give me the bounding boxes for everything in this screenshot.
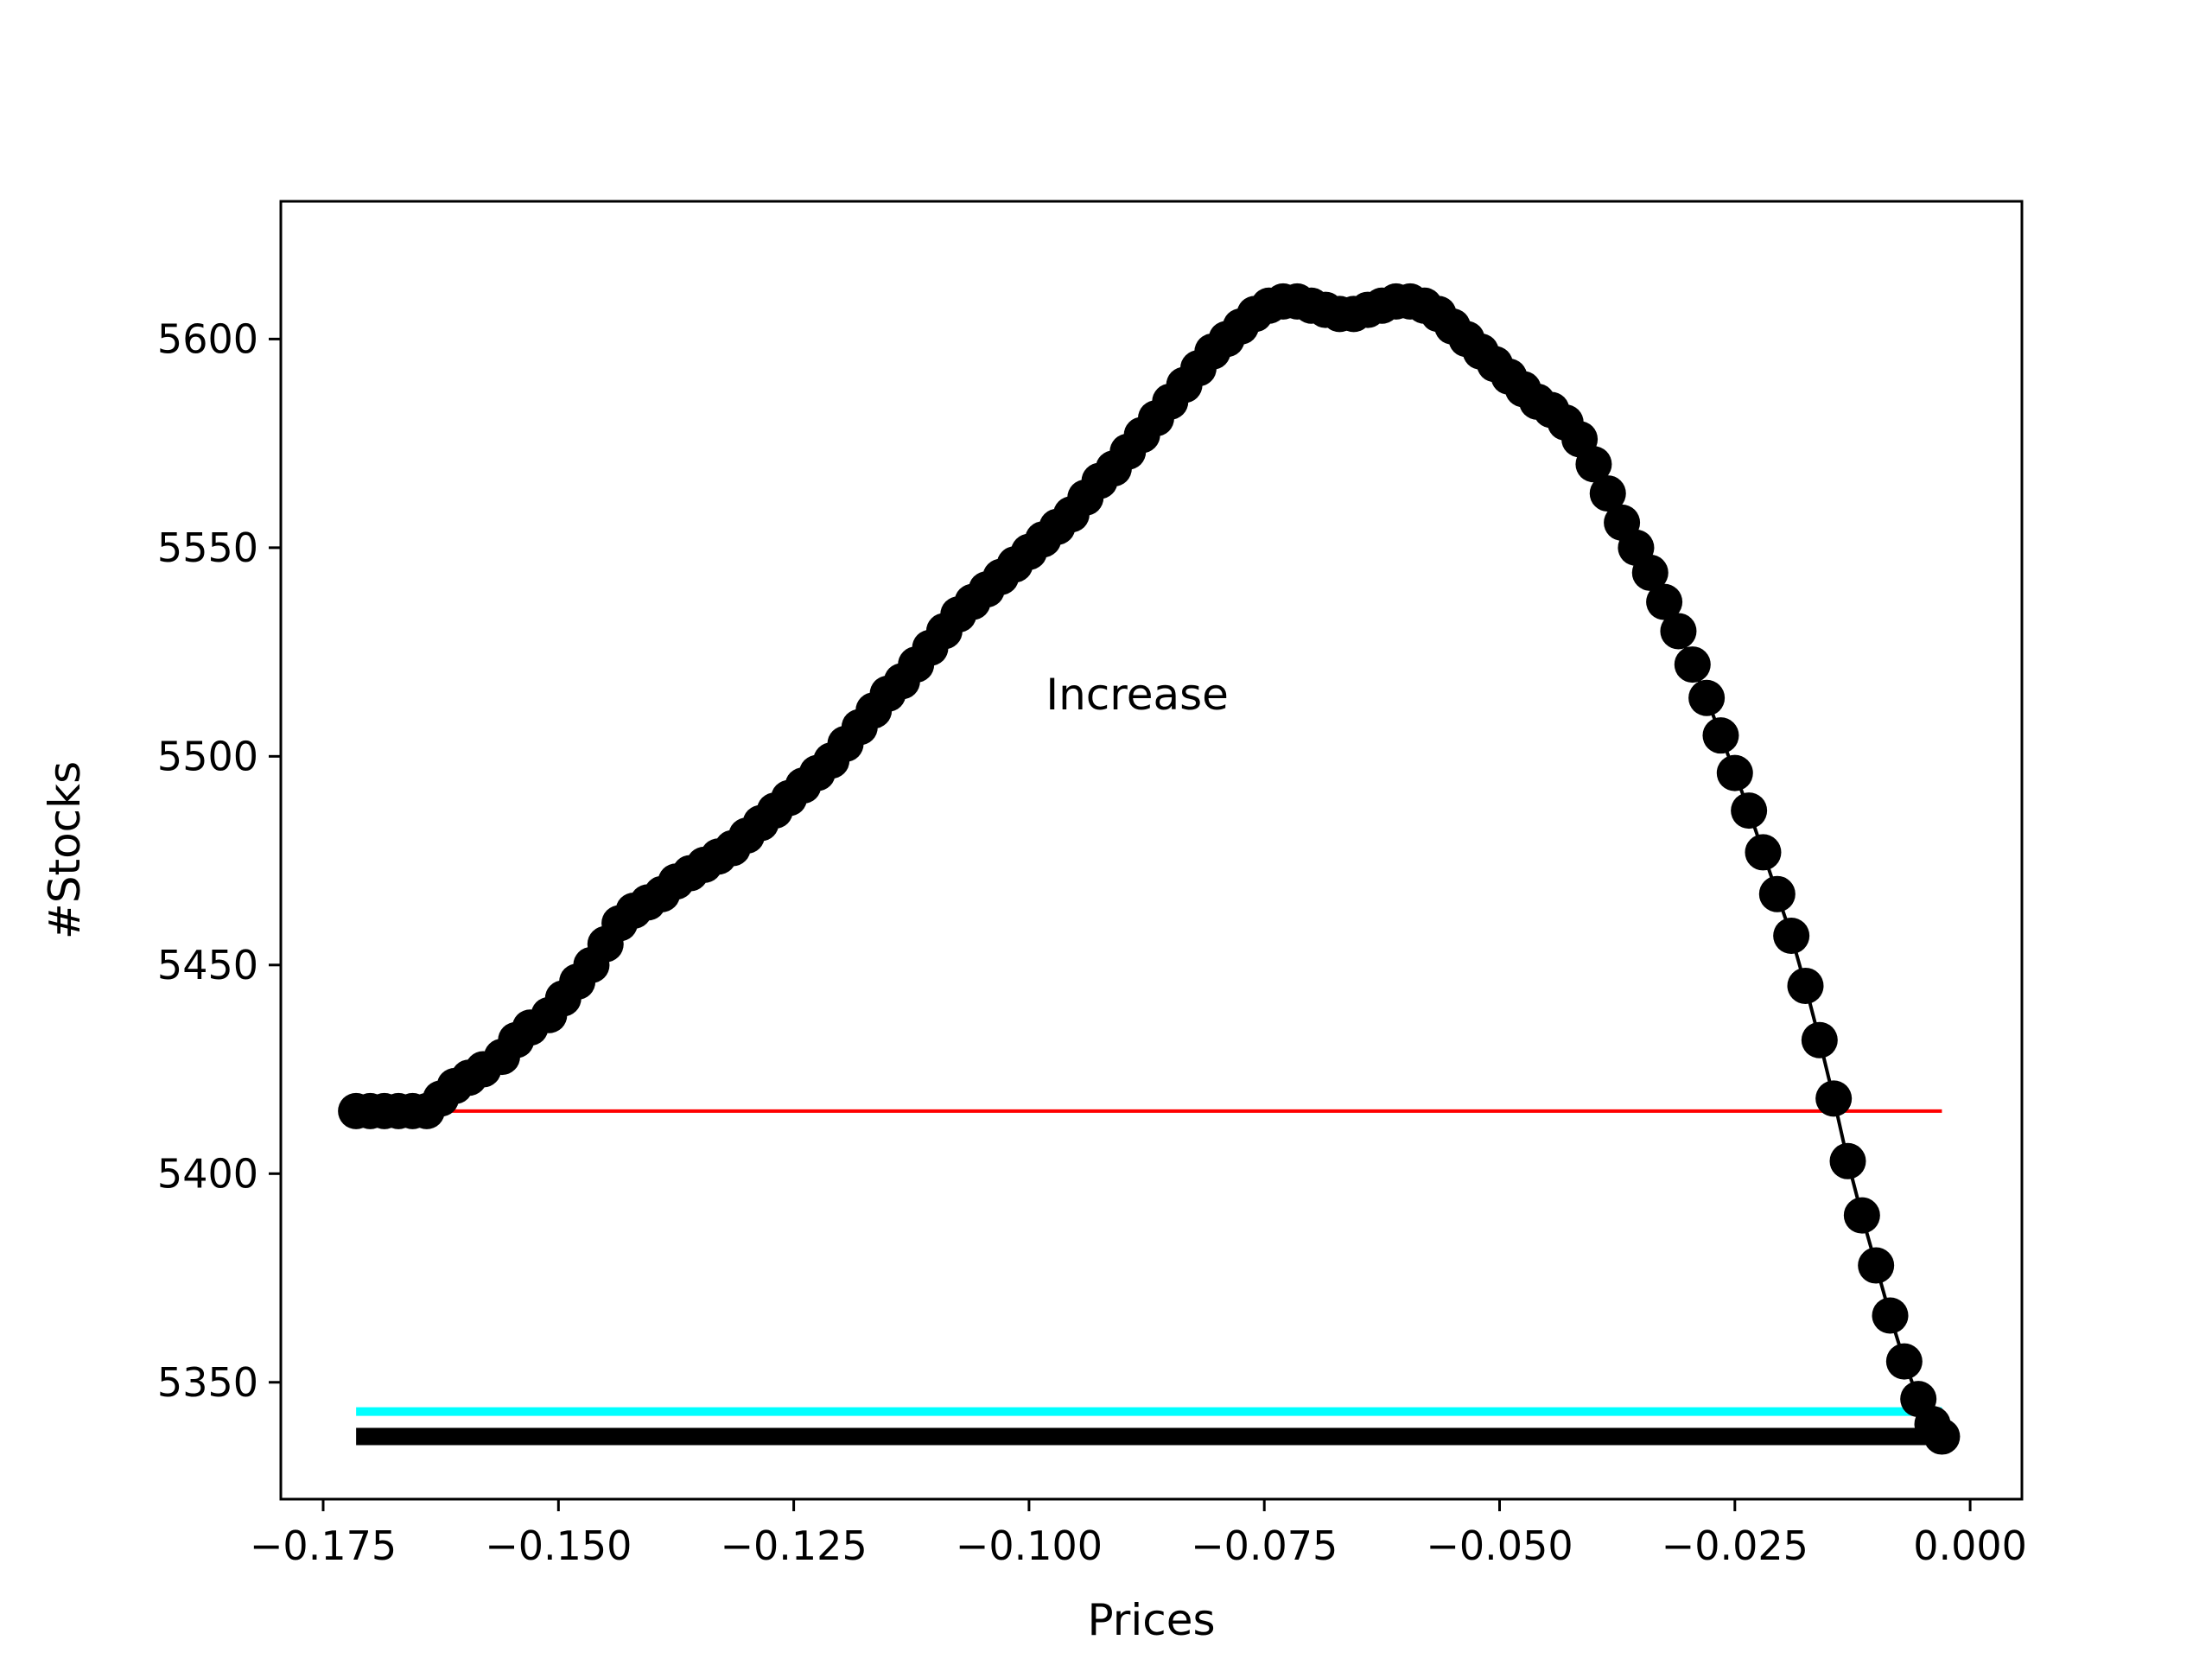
data-point [1843, 1197, 1880, 1234]
y-tick-label: 5350 [157, 1359, 258, 1406]
x-tick-label: 0.000 [1913, 1522, 2027, 1569]
x-tick-label: −0.125 [720, 1522, 867, 1569]
data-point [1885, 1343, 1923, 1380]
data-point [1787, 967, 1824, 1004]
data-point [1872, 1297, 1909, 1334]
y-axis-title: #Stocks [40, 761, 90, 939]
data-point [1688, 679, 1726, 716]
y-tick-label: 5600 [157, 315, 258, 362]
x-tick-label: −0.150 [485, 1522, 632, 1569]
data-point [1801, 1021, 1838, 1058]
data-point [1575, 446, 1612, 483]
x-tick-label: −0.100 [956, 1522, 1103, 1569]
x-axis-title: Prices [1087, 1595, 1215, 1645]
x-tick-label: −0.050 [1426, 1522, 1573, 1569]
data-point [1858, 1247, 1895, 1284]
data-point [1773, 918, 1810, 955]
x-axis: −0.175 −0.150 −0.125 −0.100 −0.075 −0.050 −0.0… [250, 1499, 2027, 1569]
data-series [338, 283, 1961, 1455]
data-point [1660, 613, 1697, 650]
y-tick-label: 5500 [157, 733, 258, 779]
data-point [1674, 646, 1711, 683]
data-point [1702, 717, 1739, 754]
y-tick-label: 5550 [157, 524, 258, 571]
data-point [1829, 1142, 1866, 1179]
data-point [1646, 583, 1683, 620]
x-tick-label: −0.075 [1191, 1522, 1338, 1569]
y-tick-label: 5450 [157, 942, 258, 988]
data-point [1589, 475, 1626, 512]
annotation-increase: Increase [1046, 670, 1229, 720]
data-point [1631, 554, 1669, 591]
data-point [1758, 875, 1796, 912]
y-tick-label: 5400 [157, 1150, 258, 1197]
x-tick-label: −0.025 [1662, 1522, 1808, 1569]
y-axis: 5350 5400 5450 5500 5550 5600 [157, 315, 281, 1406]
reference-lines [356, 1109, 1942, 1446]
plot-frame [279, 200, 2024, 1501]
data-point [1716, 754, 1753, 791]
data-point [1745, 834, 1782, 871]
data-point [1815, 1080, 1853, 1117]
data-point [1731, 792, 1768, 830]
x-tick-label: −0.175 [250, 1522, 397, 1569]
data-point [1923, 1418, 1961, 1455]
